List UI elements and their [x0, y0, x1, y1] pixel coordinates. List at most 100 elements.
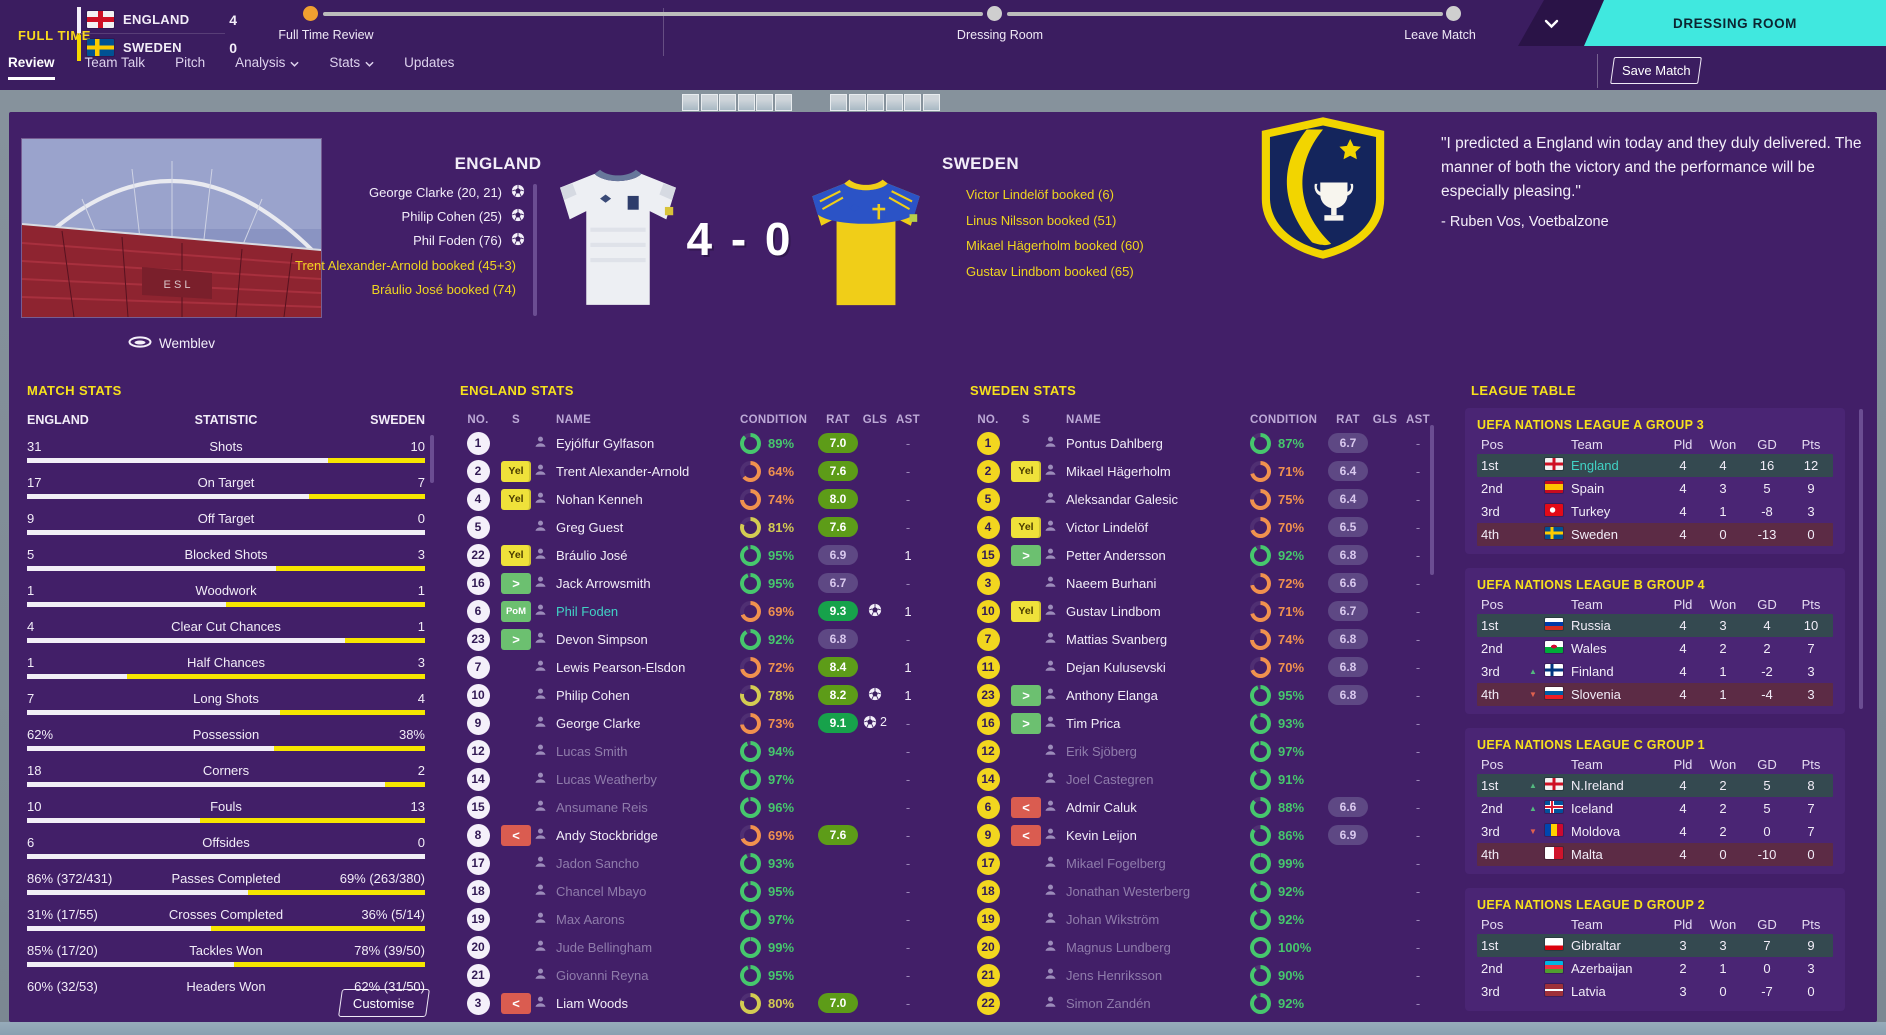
league-row-wales[interactable]: 2nd Wales 4 2 2 7 — [1477, 637, 1833, 660]
player-row[interactable]: 2 Yel Mikael Hägerholm 71% 6.4 - — [968, 457, 1436, 485]
timeline-track[interactable] — [1007, 12, 1443, 16]
player-row[interactable]: 22 Yel Bráulio José 95% 6.9 1 — [458, 541, 926, 569]
league-table-scrollbar[interactable] — [1859, 409, 1863, 709]
tab-review[interactable]: Review — [8, 55, 55, 80]
condition-value: 73% — [768, 715, 795, 731]
player-face-icon — [1045, 772, 1056, 783]
assists-value: - — [1415, 491, 1421, 507]
player-row[interactable]: 21 Giovanni Reyna 95% - — [458, 961, 926, 989]
sweden-stats-scrollbar[interactable] — [1430, 425, 1434, 575]
player-row[interactable]: 14 Lucas Weatherby 97% - — [458, 765, 926, 793]
player-row[interactable]: 17 Jadon Sancho 93% - — [458, 849, 926, 877]
column-header-s: S — [1022, 414, 1030, 426]
player-name: Jude Bellingham — [556, 939, 653, 955]
player-row[interactable]: 3 Naeem Burhani 72% 6.6 - — [968, 569, 1436, 597]
league-row-england[interactable]: 1st England 4 4 16 12 — [1477, 454, 1833, 477]
player-row[interactable]: 19 Johan Wikström 92% - — [968, 905, 1436, 933]
player-row[interactable]: 16 > Tim Prica 93% - — [968, 709, 1436, 737]
league-row-russia[interactable]: 1st Russia 4 3 4 10 — [1477, 614, 1833, 637]
condition-value: 92% — [1278, 995, 1305, 1011]
player-row[interactable]: 12 Erik Sjöberg 97% - — [968, 737, 1436, 765]
condition-ring-icon — [740, 656, 761, 678]
league-row-nireland[interactable]: 1st ▲ N.Ireland 4 2 5 8 — [1477, 774, 1833, 797]
player-row[interactable]: 2 Yel Trent Alexander-Arnold 64% 7.6 - — [458, 457, 926, 485]
chevron-down-icon[interactable] — [1544, 16, 1559, 34]
timeline-dot-full-time-review[interactable] — [303, 6, 318, 21]
player-row[interactable]: 18 Jonathan Westerberg 92% - — [968, 877, 1436, 905]
events-scrollbar[interactable] — [533, 184, 537, 316]
player-row[interactable]: 8 < Andy Stockbridge 69% 7.6 - — [458, 821, 926, 849]
league-row-gibraltar[interactable]: 1st Gibraltar 3 3 7 9 — [1477, 934, 1833, 957]
league-row-finland[interactable]: 3rd ▲ Finland 4 1 -2 3 — [1477, 660, 1833, 683]
condition-ring-icon — [740, 880, 761, 902]
player-row[interactable]: 16 > Jack Arrowsmith 95% 6.7 - — [458, 569, 926, 597]
assists-value: 1 — [904, 687, 912, 703]
won-value: 2 — [1719, 801, 1727, 816]
timeline-label-leave-match[interactable]: Leave Match — [1404, 28, 1476, 42]
timeline-track[interactable] — [323, 12, 983, 16]
customise-button[interactable]: Customise — [338, 989, 430, 1017]
player-row[interactable]: 20 Jude Bellingham 99% - — [458, 933, 926, 961]
player-row[interactable]: 20 Magnus Lundberg 100% - — [968, 933, 1436, 961]
condition-value: 86% — [1278, 827, 1305, 843]
stat-bar-away-segment — [327, 458, 425, 463]
league-row-latvia[interactable]: 3rd Latvia 3 0 -7 0 — [1477, 980, 1833, 1003]
match-stat-row: 10 Fouls 13 — [27, 797, 425, 833]
player-row[interactable]: 1 Pontus Dahlberg 87% 6.7 - — [968, 429, 1436, 457]
assists-value: - — [905, 631, 911, 647]
player-row[interactable]: 14 Joel Castegren 91% - — [968, 765, 1436, 793]
player-row[interactable]: 15 > Petter Andersson 92% 6.8 - — [968, 541, 1436, 569]
player-row[interactable]: 4 Yel Victor Lindelöf 70% 6.5 - — [968, 513, 1436, 541]
player-row[interactable]: 4 Yel Nohan Kenneh 74% 8.0 - — [458, 485, 926, 513]
player-row[interactable]: 6 < Admir Caluk 88% 6.6 - — [968, 793, 1436, 821]
save-match-button[interactable]: Save Match — [1610, 57, 1702, 84]
away-stat-value: 36% (5/14) — [361, 907, 425, 922]
player-row[interactable]: 18 Chancel Mbayo 95% - — [458, 877, 926, 905]
tab-stats[interactable]: Stats — [329, 55, 374, 76]
player-row[interactable]: 9 George Clarke 73% 9.1 2 - — [458, 709, 926, 737]
player-row[interactable]: 19 Max Aarons 97% - — [458, 905, 926, 933]
player-row[interactable]: 7 Mattias Svanberg 74% 6.8 - — [968, 625, 1436, 653]
player-row[interactable]: 1 Eyjólfur Gylfason 89% 7.0 - — [458, 429, 926, 457]
timeline-label-dressing-room[interactable]: Dressing Room — [956, 28, 1044, 42]
player-row[interactable]: 3 < Liam Woods 80% 7.0 - — [458, 989, 926, 1017]
player-row[interactable]: 5 Aleksandar Galesic 75% 6.4 - — [968, 485, 1436, 513]
player-row[interactable]: 5 Greg Guest 81% 7.6 - — [458, 513, 926, 541]
player-row[interactable]: 10 Philip Cohen 78% 8.2 1 — [458, 681, 926, 709]
match-stats-scrollbar[interactable] — [430, 435, 434, 483]
tab-analysis[interactable]: Analysis — [235, 55, 299, 76]
tab-team-talk[interactable]: Team Talk — [85, 55, 146, 76]
venue-row[interactable]: Wemblev — [21, 336, 322, 351]
player-row[interactable]: 15 Ansumane Reis 96% - — [458, 793, 926, 821]
player-row[interactable]: 7 Lewis Pearson-Elsdon 72% 8.4 1 — [458, 653, 926, 681]
player-row[interactable]: 17 Mikael Fogelberg 99% - — [968, 849, 1436, 877]
tab-pitch[interactable]: Pitch — [175, 55, 205, 76]
player-face-icon — [1045, 632, 1056, 643]
column-header-pld: Pld — [1673, 916, 1693, 932]
condition-value: 97% — [1278, 743, 1305, 759]
league-row-moldova[interactable]: 3rd ▼ Moldova 4 2 0 7 — [1477, 820, 1833, 843]
league-row-slovenia[interactable]: 4th ▼ Slovenia 4 1 -4 3 — [1477, 683, 1833, 706]
tab-updates[interactable]: Updates — [404, 55, 454, 76]
league-row-iceland[interactable]: 2nd ▲ Iceland 4 2 5 7 — [1477, 797, 1833, 820]
player-row[interactable]: 23 > Anthony Elanga 95% 6.8 - — [968, 681, 1436, 709]
player-row[interactable]: 9 < Kevin Leijon 86% 6.9 - — [968, 821, 1436, 849]
league-row-turkey[interactable]: 3rd Turkey 4 1 -8 3 — [1477, 500, 1833, 523]
timeline-label-full-time-review[interactable]: Full Time Review — [278, 28, 374, 42]
player-row[interactable]: 12 Lucas Smith 94% - — [458, 737, 926, 765]
league-row-malta[interactable]: 4th Malta 4 0 -10 0 — [1477, 843, 1833, 866]
player-row[interactable]: 23 > Devon Simpson 92% 6.8 - — [458, 625, 926, 653]
player-row[interactable]: 21 Jens Henriksson 90% - — [968, 961, 1436, 989]
league-row-sweden[interactable]: 4th Sweden 4 0 -13 0 — [1477, 523, 1833, 546]
league-row-azerbaijan[interactable]: 2nd Azerbaijan 2 1 0 3 — [1477, 957, 1833, 980]
player-row[interactable]: 6 PoM Phil Foden 69% 9.3 1 — [458, 597, 926, 625]
timeline-dot-leave-match[interactable] — [1446, 6, 1461, 21]
dressing-room-button[interactable]: DRESSING ROOM — [1584, 0, 1886, 46]
player-row[interactable]: 10 Yel Gustav Lindbom 71% 6.7 - — [968, 597, 1436, 625]
home-stat-value: 4 — [27, 619, 35, 634]
assists-value: 1 — [904, 547, 912, 563]
player-row[interactable]: 22 Simon Zandén 92% - — [968, 989, 1436, 1017]
league-row-spain[interactable]: 2nd Spain 4 3 5 9 — [1477, 477, 1833, 500]
player-row[interactable]: 11 Dejan Kulusevski 70% 6.8 - — [968, 653, 1436, 681]
timeline-dot-dressing-room[interactable] — [987, 6, 1002, 21]
